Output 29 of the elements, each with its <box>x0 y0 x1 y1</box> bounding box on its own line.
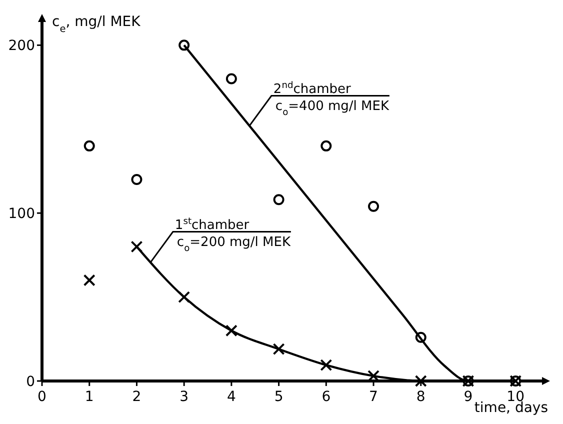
x-tick-label: 2 <box>132 389 142 405</box>
x-tick-label: 6 <box>322 389 331 405</box>
x-tick-label: 4 <box>226 389 236 405</box>
point <box>226 73 237 84</box>
point <box>320 140 332 152</box>
y-tick-label: 200 <box>8 38 35 54</box>
series-label: 1$^{st}$chamber c$_{o}$=200 mg/l MEK <box>174 216 291 254</box>
point <box>414 375 427 387</box>
point <box>273 194 284 206</box>
point <box>131 174 142 186</box>
point <box>178 291 190 304</box>
x-tick-label: 1 <box>84 389 94 405</box>
x-tick-label: 0 <box>38 389 46 405</box>
x-tick-label: 9 <box>464 389 473 405</box>
x-tick-label: 8 <box>416 389 426 405</box>
point <box>320 359 332 372</box>
x-tick-label: 7 <box>369 389 378 405</box>
point <box>130 240 143 253</box>
point <box>83 274 96 286</box>
y-tick-label: 0 <box>26 374 35 390</box>
point <box>368 200 380 212</box>
point <box>225 324 238 337</box>
point <box>272 343 285 356</box>
x-tick-label: 5 <box>274 389 284 405</box>
x-tick-label: 3 <box>180 389 189 405</box>
series-label: 2$^{nd}$chamber c$_{o}$=400 mg/l MEK <box>273 80 390 118</box>
point <box>84 140 95 152</box>
y-tick-label: 100 <box>8 206 35 222</box>
y-axis-title: c$_{e}$, mg/l MEK <box>52 14 142 34</box>
